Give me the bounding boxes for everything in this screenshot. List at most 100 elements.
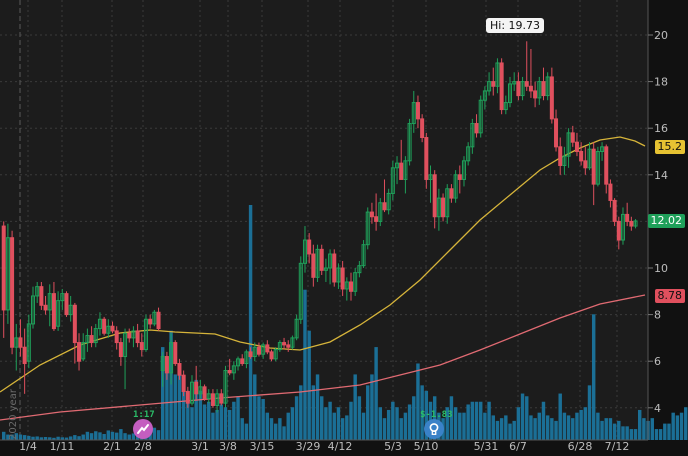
volume-bar	[324, 407, 328, 440]
volume-bar	[508, 423, 512, 440]
volume-bar	[14, 433, 18, 440]
candle-body	[449, 188, 454, 199]
candle-body	[269, 351, 274, 360]
volume-bar	[181, 379, 186, 440]
volume-bar	[110, 431, 115, 440]
volume-bar	[219, 404, 224, 440]
candle-body	[612, 199, 617, 222]
candle-body	[143, 318, 148, 351]
volume-bar	[474, 401, 479, 440]
volume-bar	[378, 407, 383, 440]
candle-body	[5, 237, 10, 311]
candle-body	[583, 160, 588, 169]
candle-body	[361, 244, 366, 267]
volume-bar	[236, 396, 240, 440]
candle-body	[604, 146, 609, 185]
volume-bar	[487, 401, 491, 440]
date-tick-label: 7/12	[605, 440, 630, 452]
volume-bar	[554, 420, 558, 440]
volume-bar	[278, 418, 282, 440]
volume-bar	[571, 418, 575, 440]
candle-body	[231, 365, 236, 374]
candle-body	[495, 62, 500, 87]
candle-body	[219, 393, 224, 404]
candle-body	[148, 318, 153, 325]
candle-body	[210, 393, 215, 406]
candle-body	[420, 118, 425, 139]
volume-bar	[119, 429, 123, 440]
sma200-price-label: 8.78	[654, 289, 685, 304]
volume-bar	[386, 409, 391, 440]
volume-bar	[211, 412, 215, 440]
candle-body	[432, 174, 437, 218]
volume-bar	[541, 401, 546, 440]
date-tick-label: 6/28	[568, 440, 593, 452]
candle-body	[181, 374, 186, 392]
volume-bar	[244, 423, 249, 440]
candle-body	[72, 304, 77, 344]
volume-bar	[261, 399, 265, 440]
volume-bar	[596, 412, 600, 440]
volume-bar	[591, 314, 596, 440]
candle-body	[189, 381, 195, 404]
volume-bar	[458, 412, 462, 440]
volume-bar	[43, 436, 48, 440]
candle-body	[374, 216, 379, 222]
volume-bar	[123, 433, 127, 440]
volume-bar	[286, 412, 290, 440]
volume-bar	[625, 426, 629, 440]
candle-body	[110, 325, 115, 332]
split-icon	[137, 424, 149, 434]
candle-body	[340, 267, 345, 290]
volume-bar	[156, 430, 161, 440]
volume-bar	[357, 396, 362, 440]
split-event-marker[interactable]	[133, 419, 153, 439]
candle-body	[18, 337, 23, 348]
candle-body	[26, 323, 31, 362]
candle-body	[365, 211, 370, 246]
candle-body	[436, 197, 441, 218]
volume-bar	[94, 431, 98, 440]
volume-bar	[131, 433, 136, 440]
price-tick-label: 4	[654, 402, 661, 415]
candle-body	[261, 344, 266, 355]
candle-body	[629, 220, 634, 227]
price-tick-label: 10	[654, 262, 668, 275]
candle-body	[298, 262, 303, 320]
candle-body	[587, 148, 592, 169]
volume-bar	[679, 412, 684, 440]
candle-body	[307, 239, 312, 255]
candle-body	[302, 239, 307, 264]
candle-body	[215, 393, 220, 406]
volume-bar	[608, 418, 613, 440]
candle-body	[332, 253, 337, 283]
candle-body	[248, 351, 253, 358]
candle-body	[173, 342, 178, 365]
volume-bar	[470, 401, 475, 440]
volume-bar	[629, 429, 634, 440]
volume-bar	[340, 418, 345, 440]
candle-body	[399, 162, 404, 180]
candle-body	[620, 213, 625, 241]
earnings-event-marker[interactable]	[424, 419, 444, 439]
candle-body	[85, 335, 90, 344]
volume-bar	[102, 433, 106, 440]
volume-bar	[633, 429, 638, 440]
volume-bar	[600, 420, 604, 440]
volume-bar	[227, 409, 232, 440]
volume-bar	[445, 407, 449, 440]
volume-bar	[449, 396, 454, 440]
plot-area	[0, 0, 648, 440]
date-tick-label: 5/3	[384, 440, 402, 452]
volume-bar	[315, 374, 320, 440]
volume-bar	[491, 415, 495, 440]
volume-bar	[307, 330, 311, 440]
price-tick-label: 18	[654, 76, 668, 89]
candle-body	[382, 202, 387, 211]
volume-bar	[265, 412, 270, 440]
volume-bar	[186, 390, 190, 440]
volume-bar	[499, 418, 504, 440]
date-tick-label: 5/31	[474, 440, 499, 452]
